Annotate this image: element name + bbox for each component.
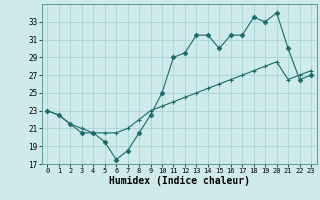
X-axis label: Humidex (Indice chaleur): Humidex (Indice chaleur) (109, 176, 250, 186)
